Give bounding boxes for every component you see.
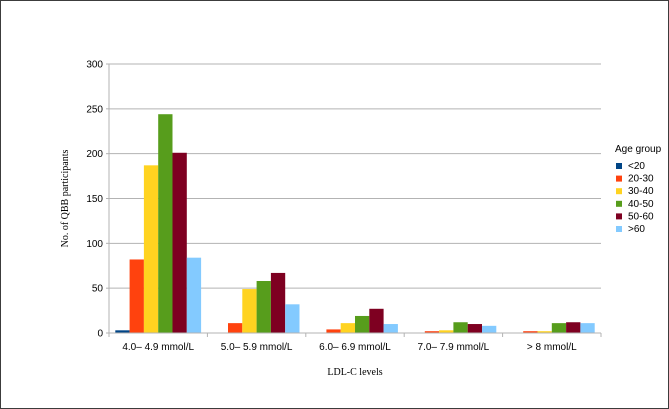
bar <box>285 304 300 333</box>
bar <box>270 272 286 333</box>
bar <box>523 331 538 333</box>
legend-swatch <box>616 188 622 195</box>
legend-swatch <box>616 200 622 207</box>
bar <box>186 257 202 333</box>
x-tick-label: 6.0– 6.9 mmol/L <box>319 342 391 353</box>
x-tick-label: 5.0– 5.9 mmol/L <box>221 342 293 353</box>
bar <box>424 331 440 333</box>
axes <box>106 63 602 337</box>
legend-label: 30-40 <box>628 186 654 197</box>
bar <box>439 330 454 333</box>
bar <box>482 325 497 333</box>
legend-swatch <box>616 226 622 232</box>
legend-label: 40-50 <box>628 199 654 210</box>
legend-label: <20 <box>628 161 645 172</box>
bar <box>326 329 341 333</box>
bar <box>355 315 370 333</box>
x-tick-labels: 4.0– 4.9 mmol/L 5.0– 5.9 mmol/L 6.0– 6.9 m… <box>122 342 577 353</box>
bar <box>228 323 243 333</box>
legend-label: >60 <box>628 224 645 235</box>
y-tick-label: 50 <box>92 284 104 295</box>
bar <box>537 331 552 333</box>
y-tick-label: 300 <box>86 60 103 71</box>
bar <box>467 324 482 333</box>
y-axis-title: No. of QBB participants <box>60 150 71 248</box>
bar <box>115 330 130 333</box>
bar <box>453 322 468 333</box>
legend-title: Age group <box>615 144 662 155</box>
x-tick-label: 7.0– 7.9 mmol/L <box>418 342 490 353</box>
x-axis-title: LDL-C levels <box>327 367 382 378</box>
x-tick-label: > 8 mmol/L <box>527 342 577 353</box>
bar <box>256 280 271 333</box>
bar <box>369 308 384 333</box>
bar <box>580 323 595 333</box>
y-tick-label: 150 <box>86 194 103 205</box>
bars <box>115 114 595 333</box>
bar <box>383 324 398 333</box>
y-tick-label: 100 <box>86 239 103 250</box>
legend-swatch <box>616 175 622 182</box>
bar <box>242 289 257 333</box>
legend-label: 50-60 <box>628 211 654 222</box>
bar <box>172 152 187 333</box>
bar <box>340 323 355 333</box>
legend-label: 20-30 <box>628 174 654 185</box>
y-tick-label: 200 <box>86 149 103 160</box>
y-tick-labels: 0 50 100 150 200 250 300 <box>86 60 103 340</box>
bar <box>143 165 159 333</box>
y-tick-label: 250 <box>86 104 103 115</box>
bar <box>551 323 567 333</box>
x-tick-label: 4.0– 4.9 mmol/L <box>122 342 194 353</box>
legend-swatch <box>616 163 622 169</box>
bar <box>158 114 173 333</box>
y-tick-label: 0 <box>97 329 103 340</box>
bar <box>566 322 581 333</box>
legend-swatch <box>616 213 622 220</box>
bar <box>129 259 144 333</box>
